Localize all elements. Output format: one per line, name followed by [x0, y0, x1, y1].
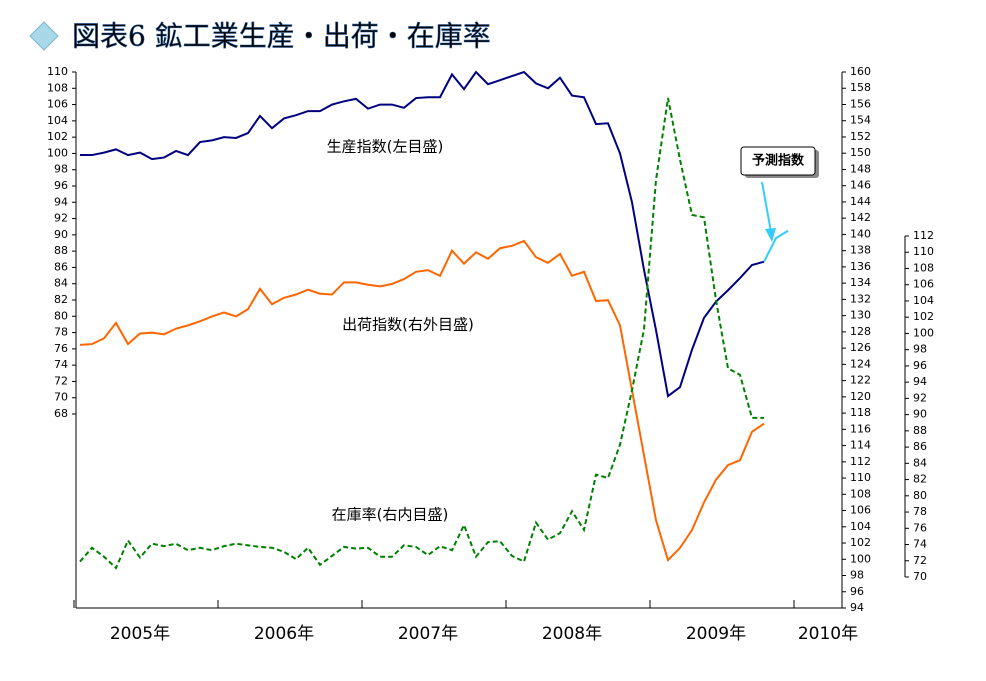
tick-label: 140 — [850, 227, 871, 240]
tick-label: 88 — [913, 424, 927, 437]
tick-label: 104 — [850, 520, 871, 533]
tick-label: 76 — [913, 521, 927, 534]
tick-label: 84 — [54, 277, 68, 290]
tick-label: 100 — [850, 552, 871, 565]
tick-label: 138 — [850, 244, 871, 257]
tick-label: 144 — [850, 195, 871, 208]
tick-label: 72 — [54, 374, 68, 387]
tick-label: 98 — [913, 343, 927, 356]
series-line — [80, 70, 765, 398]
tick-label: 68 — [54, 407, 68, 420]
callout-label: 予測指数 — [752, 153, 805, 169]
tick-label: 136 — [850, 260, 871, 273]
tick-label: 94 — [54, 195, 68, 208]
tick-label: 116 — [850, 422, 871, 435]
tick-label: 88 — [54, 244, 68, 257]
tick-label: 86 — [913, 440, 927, 453]
callout-arrowhead — [765, 228, 776, 242]
tick-label: 90 — [54, 228, 68, 241]
tick-label: 106 — [913, 278, 934, 291]
series-line — [79, 239, 765, 562]
tick-label: 128 — [850, 325, 871, 338]
tick-label: 108 — [913, 261, 934, 274]
tick-label: 74 — [913, 538, 927, 551]
tick-label: 110 — [850, 471, 871, 484]
tick-label: 70 — [54, 391, 68, 404]
tick-label: 110 — [47, 65, 68, 78]
tick-label: 108 — [47, 81, 68, 94]
tick-label: 70 — [913, 570, 927, 583]
tick-label: 112 — [850, 455, 871, 468]
tick-label: 110 — [913, 245, 934, 258]
tick-label: 78 — [913, 505, 927, 518]
tick-label: 98 — [850, 569, 864, 582]
tick-label: 102 — [850, 536, 871, 549]
tick-label: 82 — [54, 293, 68, 306]
tick-label: 80 — [54, 309, 68, 322]
tick-label: 96 — [913, 359, 927, 372]
x-tick-label: 2010年 — [798, 624, 858, 644]
x-tick-label: 2007年 — [398, 624, 458, 644]
x-tick-label: 2009年 — [686, 624, 746, 644]
tick-label: 84 — [913, 456, 927, 469]
tick-label: 90 — [913, 408, 927, 421]
x-tick-label: 2006年 — [254, 624, 314, 644]
tick-label: 106 — [850, 504, 871, 517]
tick-label: 96 — [54, 179, 68, 192]
tick-label: 106 — [47, 98, 68, 111]
tick-label: 120 — [850, 390, 871, 403]
series-line — [763, 229, 789, 263]
tick-label: 130 — [850, 309, 871, 322]
tick-label: 156 — [850, 97, 871, 110]
series-line — [79, 97, 764, 570]
tick-label: 124 — [850, 357, 871, 370]
tick-label: 148 — [850, 162, 871, 175]
tick-label: 76 — [54, 342, 68, 355]
tick-label: 78 — [54, 326, 68, 339]
tick-label: 72 — [913, 554, 927, 567]
tick-label: 146 — [850, 179, 871, 192]
tick-label: 74 — [54, 358, 68, 371]
tick-label: 122 — [850, 374, 871, 387]
callout-box — [740, 146, 816, 176]
title-icon — [29, 21, 59, 51]
tick-label: 132 — [850, 292, 871, 305]
tick-label: 112 — [913, 229, 934, 242]
tick-label: 134 — [850, 276, 871, 289]
series-label: 在庫率(右内目盛) — [332, 506, 449, 524]
tick-label: 114 — [850, 439, 871, 452]
tick-label: 94 — [913, 375, 927, 388]
tick-label: 152 — [850, 130, 871, 143]
tick-label: 104 — [913, 294, 934, 307]
tick-label: 104 — [47, 114, 68, 127]
series-label: 生産指数(左目盛) — [327, 138, 444, 156]
tick-label: 142 — [850, 211, 871, 224]
tick-label: 160 — [850, 65, 871, 78]
tick-label: 80 — [913, 489, 927, 502]
tick-label: 126 — [850, 341, 871, 354]
tick-label: 158 — [850, 81, 871, 94]
x-tick-label: 2005年 — [110, 624, 170, 644]
tick-label: 108 — [850, 487, 871, 500]
tick-label: 94 — [850, 601, 864, 614]
tick-label: 118 — [850, 406, 871, 419]
tick-label: 92 — [54, 212, 68, 225]
callout-arrow — [761, 181, 772, 233]
x-tick-label: 2008年 — [542, 624, 602, 644]
tick-label: 150 — [850, 146, 871, 159]
tick-label: 92 — [913, 391, 927, 404]
tick-label: 82 — [913, 473, 927, 486]
tick-label: 100 — [47, 146, 68, 159]
tick-label: 154 — [850, 114, 871, 127]
chart-title: 図表6 鉱工業生産・出荷・在庫率 — [72, 20, 491, 53]
tick-label: 102 — [47, 130, 68, 143]
tick-label: 98 — [54, 163, 68, 176]
series-label: 出荷指数(右外目盛) — [342, 316, 474, 334]
tick-label: 102 — [913, 310, 934, 323]
tick-label: 86 — [54, 260, 68, 273]
tick-label: 100 — [913, 326, 934, 339]
tick-label: 96 — [850, 585, 864, 598]
